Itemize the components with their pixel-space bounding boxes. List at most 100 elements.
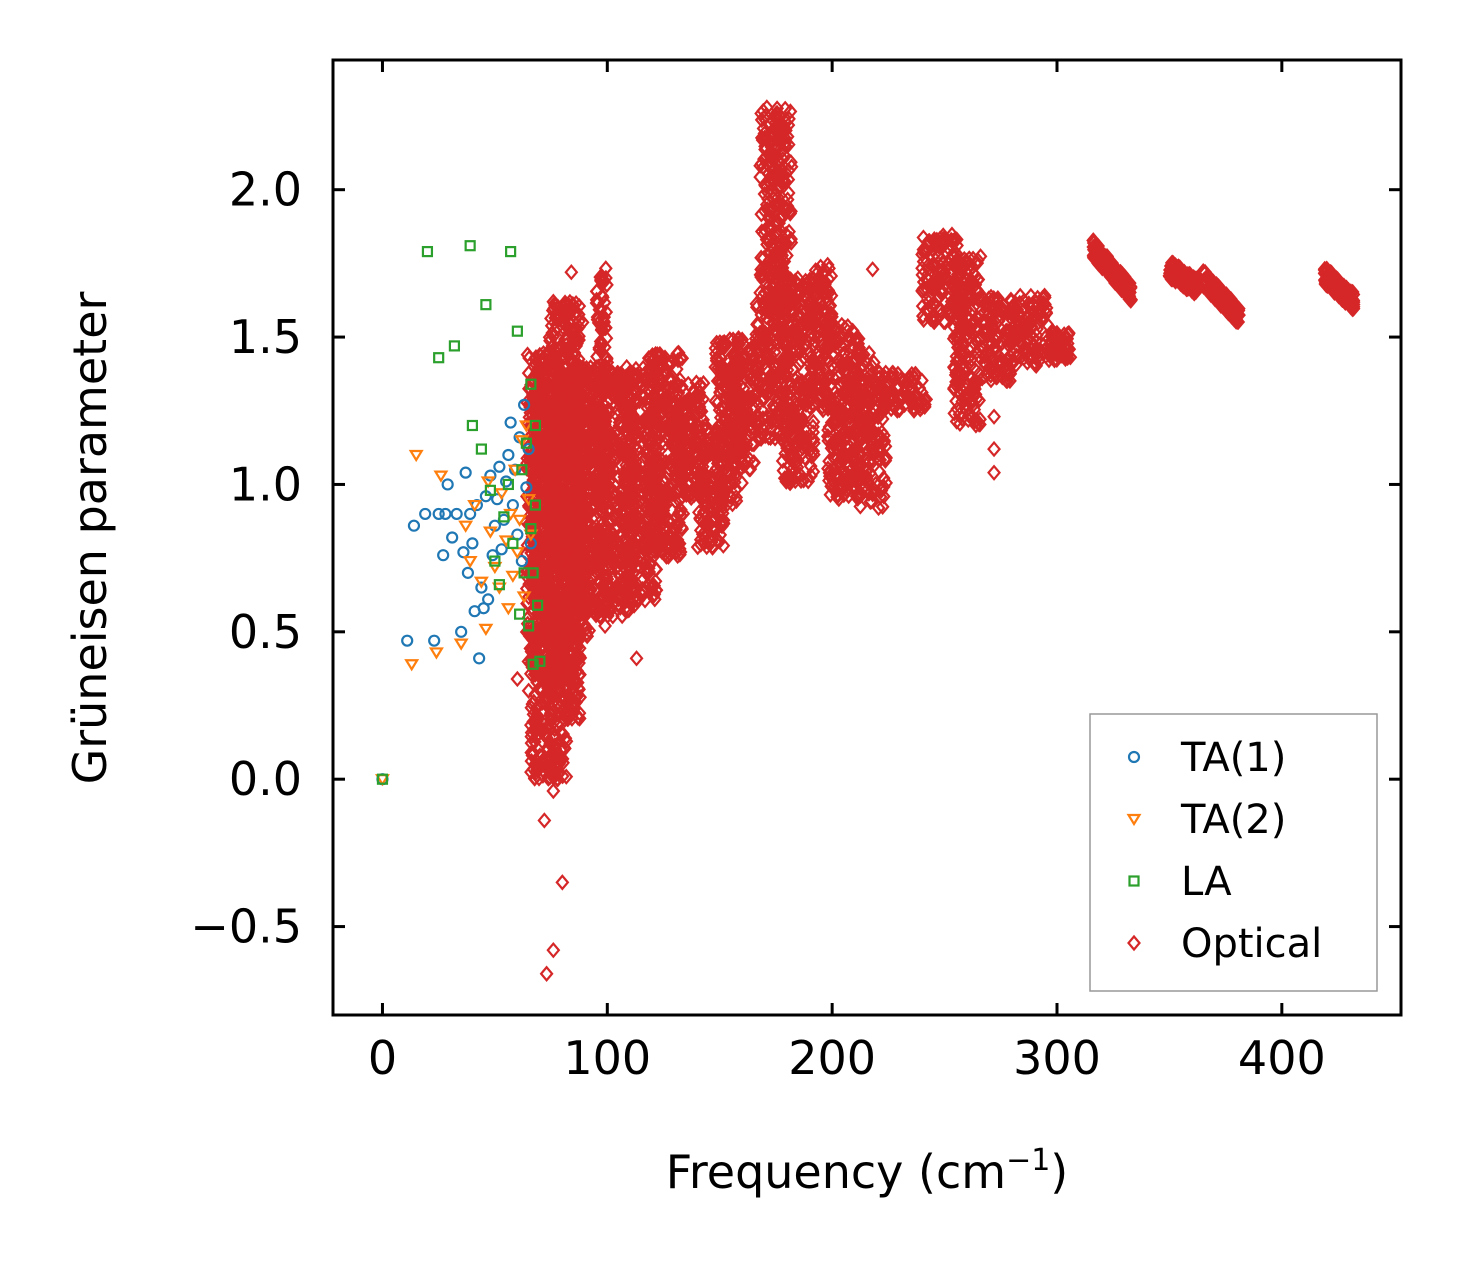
optical-point — [784, 303, 799, 320]
optical-point — [812, 388, 827, 405]
optical-point — [652, 357, 667, 374]
optical-point — [572, 704, 587, 722]
optical-point — [547, 342, 562, 360]
optical-point — [567, 590, 582, 607]
optical-point — [804, 374, 819, 391]
optical-point — [543, 604, 557, 622]
optical-point — [552, 393, 567, 411]
optical-point — [610, 501, 625, 519]
optical-point — [717, 335, 732, 353]
optical-point — [569, 488, 584, 505]
optical-point — [623, 493, 638, 510]
optical-point — [766, 314, 781, 332]
optical-point — [837, 351, 852, 369]
optical-point — [545, 429, 560, 446]
optical-point — [822, 472, 836, 489]
optical-point — [553, 741, 568, 759]
optical-point — [554, 585, 569, 602]
optical-point — [753, 349, 768, 366]
optical-point — [737, 369, 752, 387]
optical-point — [776, 353, 791, 370]
optical-point — [713, 526, 728, 544]
optical-point — [594, 271, 609, 289]
optical-point — [570, 687, 585, 705]
optical-point — [799, 423, 814, 440]
optical-point — [569, 495, 584, 512]
optical-point — [528, 449, 543, 467]
optical-point — [592, 487, 607, 505]
optical-point — [709, 350, 724, 367]
optical-point — [568, 513, 583, 530]
optical-point — [828, 451, 843, 468]
optical-point — [547, 686, 562, 703]
optical-point — [664, 544, 679, 561]
optical-point — [839, 389, 854, 407]
optical-point — [659, 495, 674, 513]
optical-point — [572, 297, 587, 315]
optical-point — [740, 453, 755, 471]
optical-point — [818, 294, 833, 311]
optical-point — [791, 397, 805, 414]
optical-point — [849, 363, 864, 381]
optical-point — [718, 445, 733, 462]
optical-point — [776, 424, 791, 442]
optical-point — [754, 367, 769, 384]
optical-point — [525, 695, 540, 713]
optical-point — [724, 359, 739, 377]
optical-point — [753, 354, 768, 371]
optical-point — [853, 410, 868, 427]
optical-point — [728, 447, 743, 465]
optical-point — [524, 734, 539, 752]
optical-point — [694, 438, 709, 456]
optical-point — [579, 625, 594, 642]
optical-point — [544, 687, 558, 705]
optical-point — [602, 589, 617, 607]
optical-point — [578, 510, 593, 527]
optical-point — [696, 439, 711, 456]
optical-point — [572, 542, 587, 560]
optical-point — [597, 523, 612, 540]
optical-point — [576, 600, 591, 617]
optical-point — [622, 435, 636, 452]
optical-point — [620, 397, 635, 415]
optical-point — [621, 416, 636, 434]
optical-point — [542, 494, 557, 512]
optical-point — [655, 367, 670, 384]
optical-point — [636, 583, 651, 601]
optical-point — [804, 467, 818, 485]
optical-point — [577, 405, 592, 423]
optical-point — [557, 408, 572, 426]
optical-point — [664, 373, 679, 390]
optical-point — [727, 407, 742, 425]
optical-point — [673, 350, 688, 367]
optical-point — [785, 460, 800, 478]
optical-point — [553, 461, 568, 478]
optical-point — [556, 319, 570, 336]
optical-point — [600, 570, 615, 588]
data-layer — [375, 99, 1361, 982]
optical-point — [803, 457, 818, 475]
optical-point — [646, 458, 660, 475]
optical-point — [623, 468, 638, 485]
optical-point — [629, 442, 644, 459]
optical-point — [643, 350, 658, 367]
optical-point — [642, 406, 657, 423]
optical-point — [791, 330, 806, 347]
optical-point — [698, 417, 713, 434]
optical-point — [659, 429, 674, 447]
optical-point — [732, 460, 747, 478]
optical-point — [784, 318, 798, 336]
optical-point — [590, 308, 605, 326]
optical-point — [751, 316, 765, 334]
optical-point — [542, 504, 557, 522]
optical-point — [542, 754, 557, 771]
optical-point — [831, 454, 845, 472]
optical-point — [603, 463, 617, 480]
optical-point — [669, 360, 684, 378]
optical-point — [559, 601, 574, 618]
optical-point — [804, 389, 819, 406]
optical-point — [547, 728, 562, 745]
optical-point — [715, 403, 729, 420]
optical-point — [556, 620, 571, 638]
